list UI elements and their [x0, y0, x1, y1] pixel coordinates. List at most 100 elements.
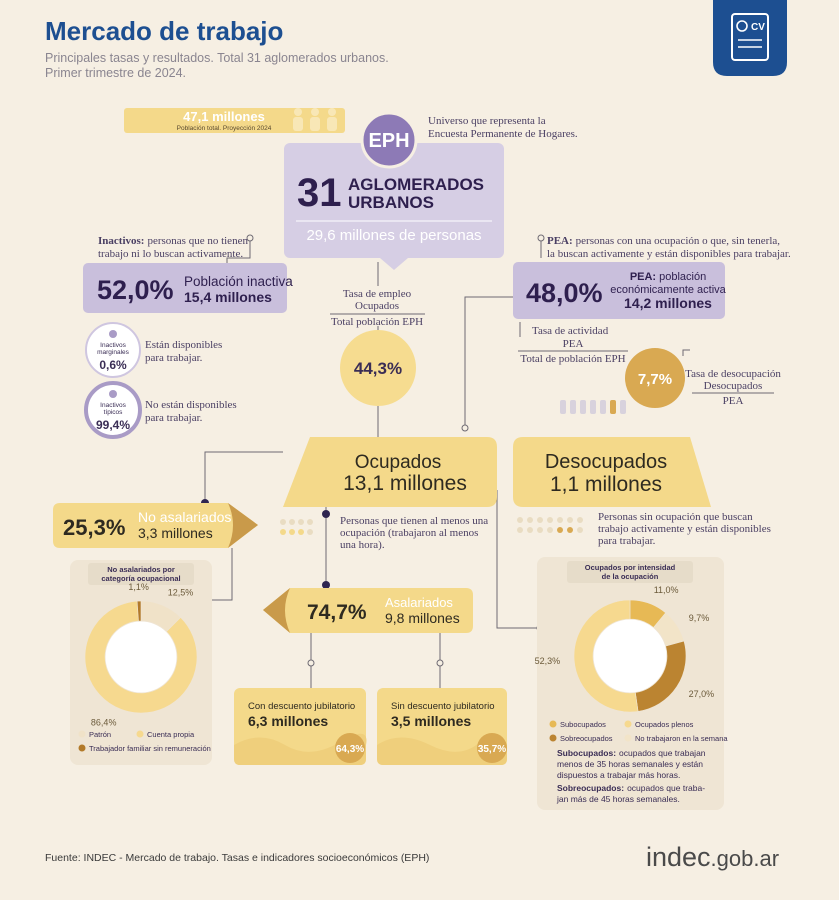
employed-label: Ocupados: [355, 452, 442, 473]
legend-swatch: [624, 734, 632, 742]
salaried-label: Asalariados: [385, 595, 453, 610]
breakdown-card: Con descuento jubilatorio 6,3 millones 6…: [234, 688, 367, 765]
unemployment-rate-circle: [625, 348, 685, 408]
term: Inactivos:: [98, 235, 144, 247]
eph-note: Encuesta Permanente de Hogares.: [428, 128, 578, 140]
legend-label: Sobreocupados: [560, 734, 613, 743]
people-icons: [293, 108, 337, 131]
employment-rate-numerator: Ocupados: [355, 300, 399, 312]
donut-hole: [105, 621, 177, 693]
group-note: Están disponibles: [145, 339, 222, 351]
people-icons: [560, 400, 626, 414]
group-note: para trabajar.: [145, 352, 203, 364]
employment-rate-circle: [340, 330, 416, 406]
pea-rate: 48,0%: [526, 278, 603, 308]
inactive-group: Inactivos típicos 99,4% No están disponi…: [84, 381, 237, 439]
donut-segment: [136, 600, 142, 622]
legend-label: No trabajaron en la semana: [635, 734, 728, 743]
definition: Subocupados: ocupados que trabajan: [557, 748, 706, 758]
inactive-amount: 15,4 millones: [184, 289, 272, 305]
definition-text: ocupados que traba-: [627, 783, 705, 793]
donut-hole: [593, 619, 667, 693]
eph-pointer: [380, 258, 408, 270]
segment-label: 86,4%: [91, 718, 117, 728]
salaried-amount: 9,8 millones: [385, 610, 460, 626]
non-salaried-share: 25,3%: [63, 515, 125, 540]
segment-label: 9,7%: [689, 613, 710, 623]
group-name: Inactivos: [100, 402, 126, 409]
population-bar: [124, 108, 345, 133]
breakdown-amount: 3,5 millones: [391, 713, 471, 729]
legend-swatch: [549, 720, 557, 728]
population-amount: 47,1 millones: [183, 109, 265, 124]
group-name: marginales: [97, 349, 130, 356]
legend-label: Ocupados plenos: [635, 720, 694, 729]
employment-rate-title: Tasa de empleo: [343, 288, 412, 300]
logo: indec.gob.ar: [646, 842, 779, 872]
term: PEA:: [547, 235, 573, 247]
pea-definition: PEA: personas con una ocupación o que, si…: [547, 235, 780, 247]
non-salaried-label: No asalariados: [138, 509, 231, 525]
pencil-tip: [263, 588, 290, 633]
salaried-pencil: [263, 588, 473, 633]
group-name: típicos: [104, 409, 124, 416]
unemployed-note: trabajo activamente y están disponibles: [598, 523, 771, 535]
inactive-definition: trabajo ni lo buscan activamente.: [98, 248, 243, 260]
legend-label: Trabajador familiar sin remuneración: [89, 744, 211, 753]
unemployed-note: Personas sin ocupación que buscan: [598, 511, 753, 523]
unemployed-shape: [513, 437, 711, 507]
definition: dispuestos a trabajar más horas.: [557, 770, 680, 780]
legend-swatch: [549, 734, 557, 742]
eph-box: [284, 143, 504, 258]
pea-label: PEA: población: [630, 271, 706, 283]
eph-label: URBANOS: [348, 193, 434, 212]
employed-note: una hora).: [340, 539, 385, 551]
term: Subocupados:: [557, 748, 616, 758]
eph-label: AGLOMERADOS: [348, 175, 484, 194]
inactive-definition: Inactivos: personas que no tienen: [98, 235, 248, 247]
breakdown-card: Sin descuento jubilatorio 3,5 millones 3…: [377, 688, 507, 765]
employed-note: ocupación (trabajaron al menos: [340, 527, 478, 539]
salaried-share: 74,7%: [307, 601, 367, 624]
unemployment-rate-numerator: Desocupados: [704, 380, 763, 392]
legend-label: Patrón: [89, 730, 111, 739]
group-note: No están disponibles: [145, 399, 237, 411]
donut-segment: [84, 600, 198, 714]
activity-rate-title: Tasa de actividad: [532, 325, 609, 337]
activity-rate-numerator: PEA: [563, 338, 584, 350]
definition: personas con una ocupación o que, sin te…: [576, 235, 781, 247]
employment-rate-value: 44,3%: [354, 359, 402, 378]
definition: jan más de 45 horas semanales.: [556, 794, 680, 804]
group-name: Inactivos: [100, 342, 126, 349]
pencil-tip: [228, 503, 258, 548]
eph-note: Universo que representa la: [428, 115, 546, 127]
inactive-group: Inactivos marginales 0,6% Están disponib…: [85, 322, 222, 378]
dot-grid: [280, 517, 583, 535]
unemployed-label: Desocupados: [545, 451, 667, 473]
label-backdrop: [330, 286, 425, 326]
eph-people: 29,6 millones de personas: [306, 227, 481, 244]
employed-amount: 13,1 millones: [343, 472, 467, 495]
donut-segment: [573, 599, 639, 713]
activity-rate-denominator: Total de población EPH: [520, 353, 625, 365]
definition: Sobreocupados: ocupados que traba-: [557, 783, 705, 793]
panel-title-box: [567, 561, 693, 583]
legend-swatch: [78, 730, 86, 738]
breakdown-label: Con descuento jubilatorio: [248, 701, 355, 712]
unemployment-rate-value: 7,7%: [638, 371, 672, 388]
legend-label: Subocupados: [560, 720, 606, 729]
pea-amount: 14,2 millones: [624, 295, 712, 311]
unemployment-rate-denominator: PEA: [723, 395, 744, 407]
segment-label: 1,1%: [128, 582, 149, 592]
population-caption: Población total. Proyección 2024: [177, 125, 272, 132]
label: población: [659, 271, 706, 283]
pea-label: económicamente activa: [610, 284, 726, 296]
group-note: para trabajar.: [145, 412, 203, 424]
non-salaried-pencil: [53, 503, 258, 548]
eph-badge: [360, 111, 418, 169]
inactive-box: [83, 263, 287, 313]
segment-label: 27,0%: [689, 689, 715, 699]
unemployed-note: para trabajar.: [598, 535, 656, 547]
